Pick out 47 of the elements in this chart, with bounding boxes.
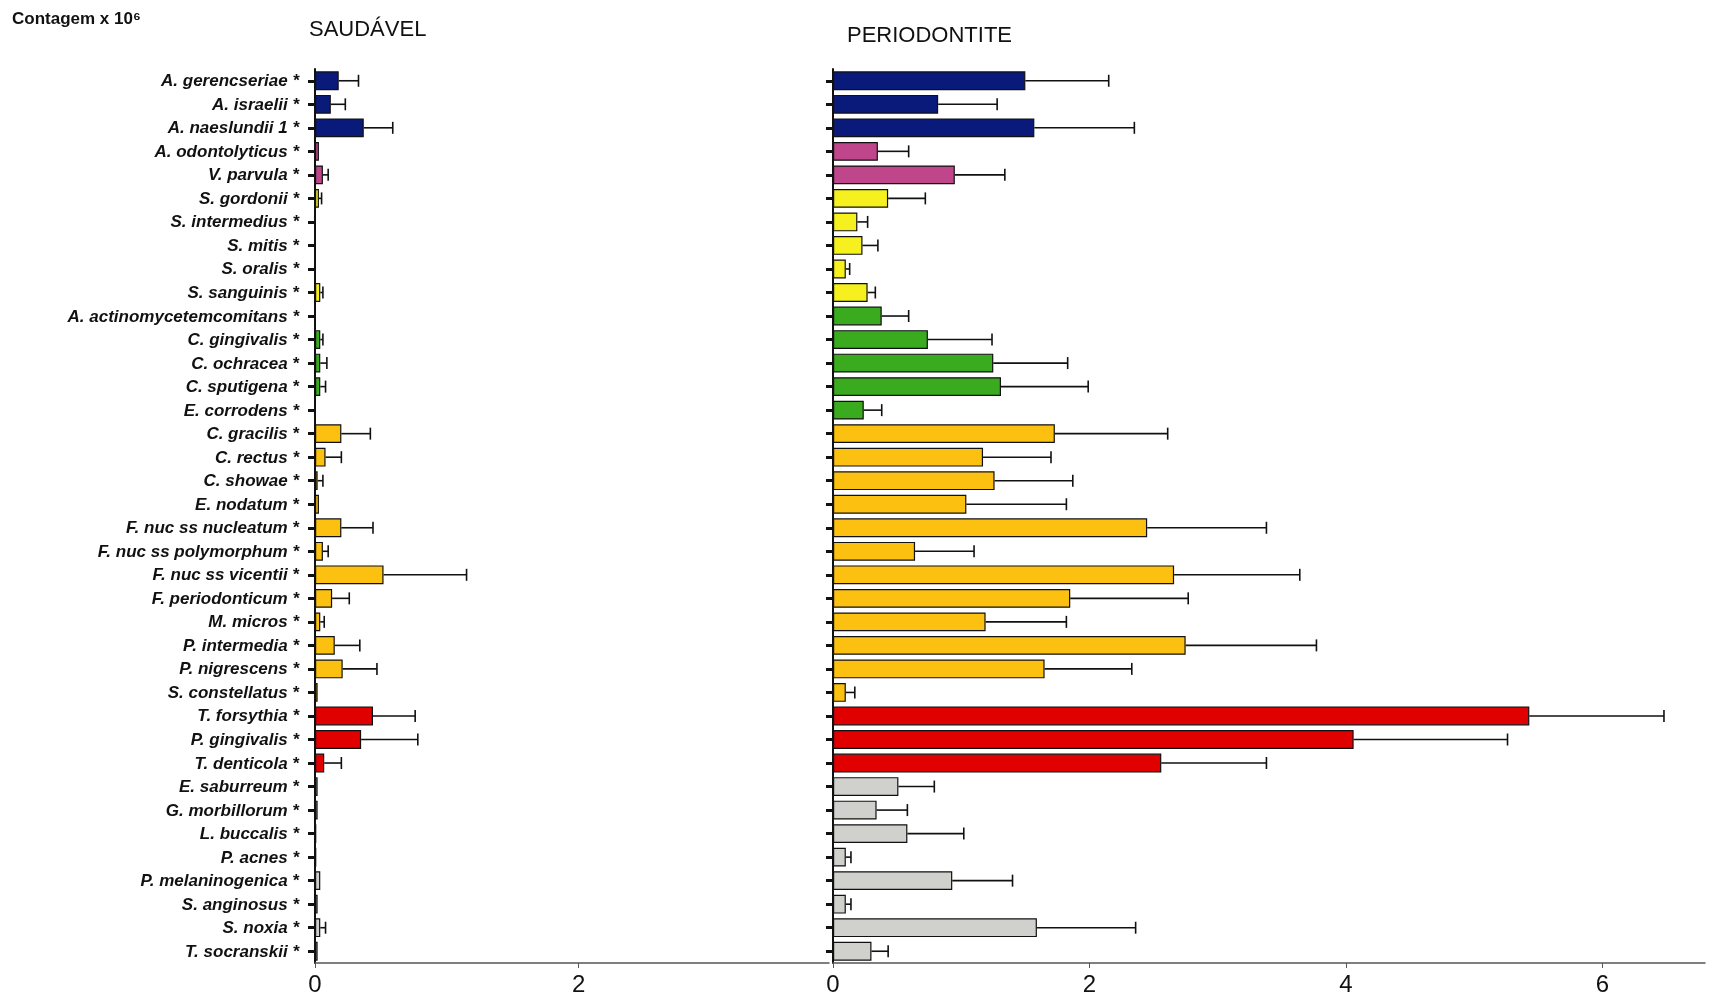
y-tick-label: F. nuc ss nucleatum * [126, 518, 301, 538]
x-tick-label: 2 [1082, 969, 1097, 995]
y-tick-label: S. oralis * [221, 259, 301, 279]
y-tick-label: C. showae * [203, 471, 301, 491]
y-tick-label: P. melaninogenica * [140, 871, 301, 891]
y-tick-label: A. israelii * [211, 94, 301, 114]
y-tick-label: S. anginosus * [181, 894, 301, 914]
y-tick-label: S. sanguinis * [187, 283, 301, 302]
y-tick-label: A. actinomycetemcomitans * [66, 306, 301, 326]
y-tick-label: C. gracilis * [206, 424, 301, 444]
y-tick-label: C. gingivalis * [187, 330, 301, 350]
chart-title: SAUDÁVEL [309, 15, 427, 41]
x-tick-label: 0 [826, 969, 840, 995]
y-tick-label: P. acnes * [220, 847, 301, 867]
x-tick-label: 2 [571, 969, 586, 995]
y-tick-label: A. odontolyticus * [153, 141, 301, 161]
y-tick-label: E. corrodens * [183, 400, 301, 420]
y-tick-label: M. micros * [208, 612, 301, 632]
y-tick-label: S. intermedius * [170, 212, 301, 232]
y-tick-label: T. socranskii * [184, 941, 301, 961]
y-tick-label: P. nigrescens * [179, 659, 301, 679]
y-tick-label: S. noxia * [222, 918, 301, 938]
y-tick-label: C. ochracea * [191, 353, 301, 373]
y-tick-label: V. parvula * [207, 165, 301, 185]
y-tick-label: S. mitis * [227, 235, 301, 255]
y-tick-label: E. nodatum * [195, 494, 301, 514]
y-tick-label: C. sputigena * [185, 377, 301, 397]
y-tick-label: F. nuc ss polymorphum * [97, 541, 301, 561]
y-tick-label: E. saburreum * [179, 777, 301, 797]
y-tick-label: F. nuc ss vicentii * [152, 565, 301, 585]
y-tick-label: L. buccalis * [199, 824, 301, 844]
y-tick-label: A. naeslundii 1 * [166, 118, 301, 138]
text: Contagem x 10⁶ [12, 9, 141, 28]
x-tick-label: 0 [308, 969, 322, 995]
y-tick-label: S. gordonii * [198, 188, 301, 208]
chart-title: PERIODONTITE [847, 21, 1013, 47]
y-tick-label: P. gingivalis * [190, 730, 301, 749]
y-tick-label: C. rectus * [214, 447, 301, 467]
y-tick-label: T. denticola * [194, 753, 301, 773]
y-tick-label: F. periodonticum * [151, 588, 301, 608]
x-tick-label: 4 [1339, 969, 1353, 995]
y-tick-label: A. gerencseriae * [160, 71, 301, 91]
y-tick-label: S. constellatus * [167, 682, 301, 702]
y-tick-label: T. forsythia * [197, 706, 301, 726]
x-tick-label: 6 [1595, 969, 1610, 995]
y-tick-label: G. morbillorum * [165, 800, 301, 820]
y-tick-label: P. intermedia * [183, 635, 301, 655]
